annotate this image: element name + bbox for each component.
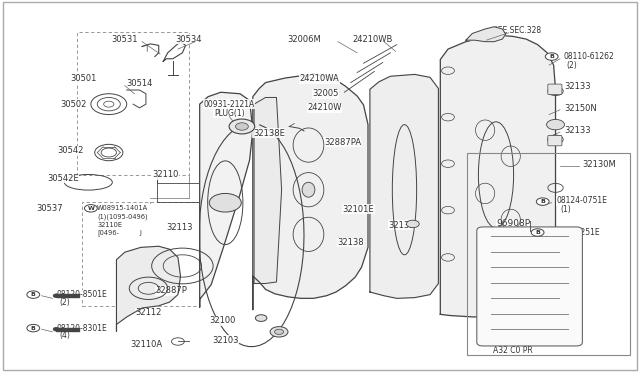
Text: 32150N: 32150N: [564, 104, 597, 113]
Text: J: J: [140, 230, 141, 235]
Text: [0496-: [0496-: [97, 229, 119, 236]
Text: 32113: 32113: [166, 223, 193, 232]
Text: 08124-0751E: 08124-0751E: [557, 196, 607, 205]
Text: (2): (2): [59, 298, 70, 307]
Circle shape: [270, 327, 288, 337]
Text: B: B: [540, 199, 545, 204]
Text: 08110-61262: 08110-61262: [563, 52, 614, 61]
Text: 32005: 32005: [312, 89, 339, 98]
Text: 32100: 32100: [209, 316, 236, 325]
Circle shape: [255, 315, 267, 321]
Text: 24210W: 24210W: [307, 103, 342, 112]
Text: SEE SEC.328: SEE SEC.328: [493, 26, 541, 35]
FancyBboxPatch shape: [548, 84, 562, 94]
Circle shape: [406, 220, 419, 228]
FancyBboxPatch shape: [548, 135, 562, 146]
Text: 08120-8251E: 08120-8251E: [549, 228, 600, 237]
Text: 32139: 32139: [388, 221, 415, 230]
Polygon shape: [200, 92, 253, 307]
Text: 32133: 32133: [564, 82, 591, 91]
Text: 24210WB: 24210WB: [352, 35, 393, 44]
Circle shape: [545, 53, 558, 60]
Polygon shape: [466, 27, 506, 42]
Polygon shape: [116, 246, 180, 331]
Text: W08915-1401A: W08915-1401A: [97, 205, 148, 211]
Text: A32 C0 PR: A32 C0 PR: [493, 346, 533, 355]
Text: 96908P: 96908P: [496, 219, 531, 228]
Circle shape: [547, 119, 564, 130]
Text: 30502: 30502: [60, 100, 87, 109]
Text: 32006M: 32006M: [288, 35, 321, 44]
Text: 08120-8501E: 08120-8501E: [56, 290, 107, 299]
Text: 30534: 30534: [175, 35, 202, 44]
Text: (2): (2): [566, 61, 577, 70]
Text: (4): (4): [59, 331, 70, 340]
Text: 30537: 30537: [36, 204, 63, 213]
Text: (4): (4): [552, 237, 563, 246]
Text: 08120-8301E: 08120-8301E: [56, 324, 107, 333]
FancyBboxPatch shape: [477, 227, 582, 346]
Circle shape: [27, 291, 40, 298]
Text: (1): (1): [560, 205, 571, 214]
Text: 30501: 30501: [70, 74, 97, 83]
Circle shape: [236, 123, 248, 130]
Text: 32887PA: 32887PA: [324, 138, 361, 147]
Text: 32110E: 32110E: [97, 222, 122, 228]
Ellipse shape: [302, 182, 315, 197]
Text: 32130M: 32130M: [582, 160, 616, 169]
Text: B: B: [31, 326, 36, 331]
Circle shape: [209, 193, 241, 212]
Text: 24210WA: 24210WA: [300, 74, 339, 83]
Text: 32887P: 32887P: [156, 286, 188, 295]
Text: B: B: [31, 292, 36, 297]
Text: 30514: 30514: [126, 79, 153, 88]
Text: B: B: [549, 54, 554, 59]
Text: 32133: 32133: [564, 126, 591, 135]
Circle shape: [27, 324, 40, 332]
FancyArrow shape: [56, 328, 79, 331]
Text: 32110: 32110: [152, 170, 179, 179]
Circle shape: [84, 205, 97, 212]
Text: (1)(1095-0496): (1)(1095-0496): [97, 213, 148, 220]
Circle shape: [531, 229, 544, 236]
Circle shape: [53, 294, 60, 298]
FancyArrow shape: [56, 294, 79, 297]
Circle shape: [229, 119, 255, 134]
Text: 00931-2121A: 00931-2121A: [204, 100, 255, 109]
Text: 30542: 30542: [57, 146, 84, 155]
Text: 32112: 32112: [135, 308, 162, 317]
Text: PLUG(1): PLUG(1): [214, 109, 244, 118]
Polygon shape: [440, 35, 556, 317]
Polygon shape: [254, 97, 282, 283]
Text: 32138E: 32138E: [253, 129, 285, 138]
Polygon shape: [370, 74, 438, 298]
Circle shape: [275, 329, 284, 334]
Text: 32110A: 32110A: [130, 340, 162, 349]
Text: 32138: 32138: [337, 238, 364, 247]
Circle shape: [53, 327, 60, 331]
Text: W: W: [88, 206, 94, 211]
Polygon shape: [253, 74, 368, 310]
Text: B: B: [535, 230, 540, 235]
Text: 30542E: 30542E: [47, 174, 79, 183]
Text: 32103: 32103: [212, 336, 239, 345]
Circle shape: [536, 198, 549, 205]
Text: 32101E: 32101E: [342, 205, 374, 214]
Text: 30531: 30531: [111, 35, 138, 44]
